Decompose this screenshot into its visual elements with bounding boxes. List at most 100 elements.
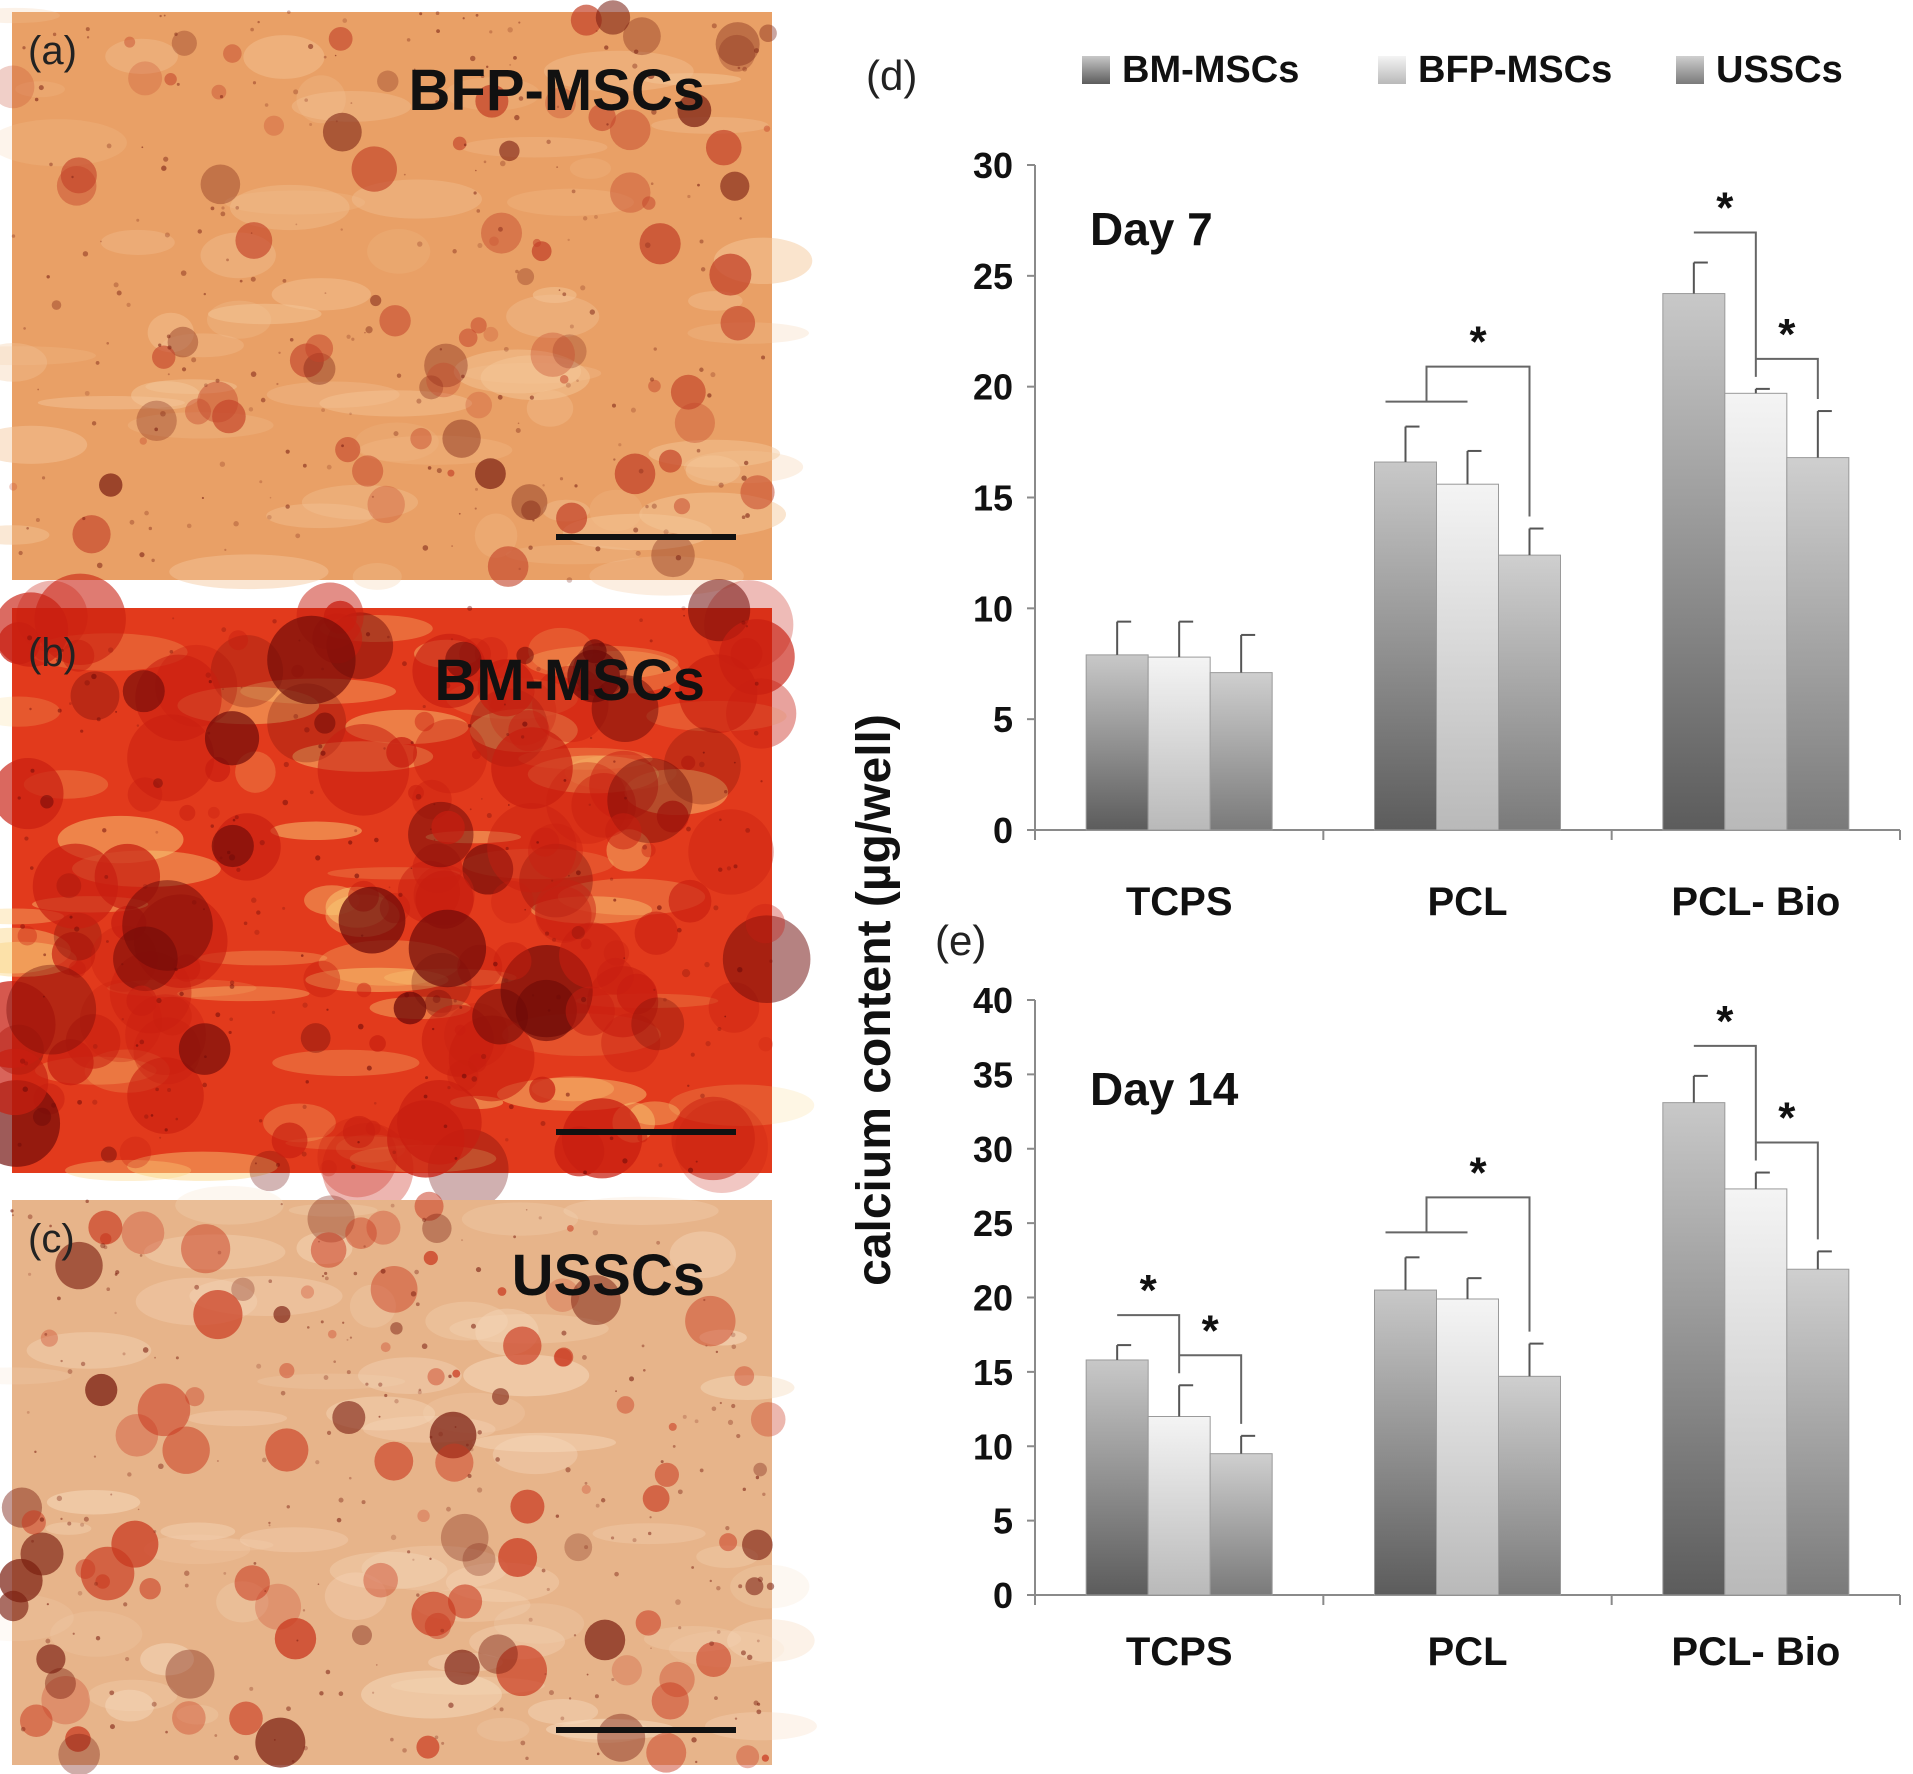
stain-nodule <box>740 475 775 510</box>
texture-highlight <box>530 896 653 924</box>
texture-highlight <box>355 422 439 462</box>
texture-dot <box>302 1002 308 1008</box>
stain-nodule <box>356 982 372 998</box>
texture-dot <box>346 1338 349 1341</box>
texture-dot <box>282 278 287 283</box>
texture-dot <box>434 1735 439 1740</box>
stain-nodule <box>387 1100 465 1178</box>
texture-dot <box>23 327 26 330</box>
texture-dot <box>474 487 478 491</box>
texture-highlight <box>349 1284 396 1328</box>
texture-dot <box>201 496 205 500</box>
stain-nodule <box>255 1583 302 1630</box>
texture-dot <box>410 1291 417 1297</box>
texture-dot <box>232 818 236 822</box>
texture-dot <box>384 1393 388 1398</box>
texture-dot <box>600 1498 606 1503</box>
texture-dot <box>83 1516 89 1522</box>
texture-dot <box>467 1473 472 1478</box>
texture-dot <box>398 892 403 897</box>
texture-highlight <box>0 927 71 974</box>
texture-dot <box>248 407 254 412</box>
texture-dot <box>191 900 197 905</box>
texture-dot <box>567 238 570 242</box>
texture-dot <box>268 1279 273 1284</box>
texture-dot <box>342 18 348 23</box>
texture-dot <box>711 23 717 29</box>
texture-dot <box>633 49 639 54</box>
texture-highlight <box>480 355 590 401</box>
texture-dot <box>632 63 638 69</box>
texture-dot <box>695 1160 698 1163</box>
legend-swatch <box>1378 56 1406 84</box>
stain-nodule <box>642 1485 670 1512</box>
texture-dot <box>203 908 205 911</box>
stain-nodule <box>481 212 523 254</box>
bar <box>1724 392 1788 831</box>
stain-nodule <box>687 579 751 642</box>
texture-dot <box>649 1516 652 1519</box>
texture-dot <box>439 348 443 351</box>
bar <box>1436 483 1499 831</box>
texture-dot <box>106 143 112 149</box>
texture-dot <box>250 371 257 377</box>
texture-dot <box>286 1706 291 1712</box>
texture-dot <box>604 45 609 50</box>
texture-dot <box>106 1287 111 1292</box>
micrograph-usscs: (c) USSCs <box>0 1185 817 1774</box>
texture-dot <box>536 841 539 844</box>
texture-dot <box>234 815 239 820</box>
texture-dot <box>121 1018 124 1021</box>
stain-nodule <box>742 1529 773 1561</box>
stain-nodule <box>0 981 56 1068</box>
texture-dot <box>700 267 706 272</box>
texture-highlight <box>266 503 374 529</box>
stain-nodule <box>267 615 356 705</box>
texture-dot <box>594 1694 599 1699</box>
texture-dot <box>114 1311 117 1315</box>
texture-dot <box>172 617 175 620</box>
texture-highlight <box>463 1354 590 1397</box>
stain-nodule <box>228 854 236 861</box>
texture-highlight <box>0 525 50 545</box>
stain-nodule <box>397 860 460 923</box>
significance-bracket <box>1179 1354 1243 1424</box>
texture-highlight <box>505 544 641 565</box>
y-tick-label: 25 <box>973 256 1013 297</box>
texture-dot <box>217 1250 222 1255</box>
stain-nodule <box>545 1278 580 1312</box>
stain-nodule <box>589 750 659 820</box>
stain-nodule <box>688 809 774 895</box>
stain-nodule <box>416 1735 440 1759</box>
significance-star: * <box>1140 1266 1158 1315</box>
texture-dot <box>219 856 223 860</box>
stain-nodule <box>207 806 220 819</box>
texture-dot <box>663 997 667 1002</box>
texture-dot <box>271 1010 276 1014</box>
stain-nodule <box>462 843 514 895</box>
texture-dot <box>476 209 481 213</box>
panel-letter: (a) <box>28 29 77 73</box>
texture-dot <box>283 761 289 768</box>
texture-dot <box>390 1534 397 1541</box>
stain-nodule <box>303 960 341 998</box>
texture-dot <box>357 1141 360 1144</box>
texture-dot <box>179 991 184 997</box>
texture-dot <box>515 269 519 274</box>
texture-dot <box>467 724 472 728</box>
texture-dot <box>254 929 260 935</box>
stain-nodule <box>734 1366 755 1386</box>
texture-dot <box>154 427 158 432</box>
stain-nodule <box>556 502 588 534</box>
stain-nodule <box>499 140 520 162</box>
stain-nodule <box>352 455 384 487</box>
texture-dot <box>86 36 90 39</box>
stain-nodule <box>483 326 499 342</box>
texture-highlight <box>243 35 325 79</box>
texture-dot <box>753 1700 759 1706</box>
stain-nodule <box>411 1591 456 1637</box>
texture-highlight <box>471 1432 617 1453</box>
stain-nodule <box>610 172 651 213</box>
legend: BM-MSCs BFP-MSCs USSCs <box>1082 49 1843 91</box>
significance-star: * <box>1469 1148 1487 1197</box>
